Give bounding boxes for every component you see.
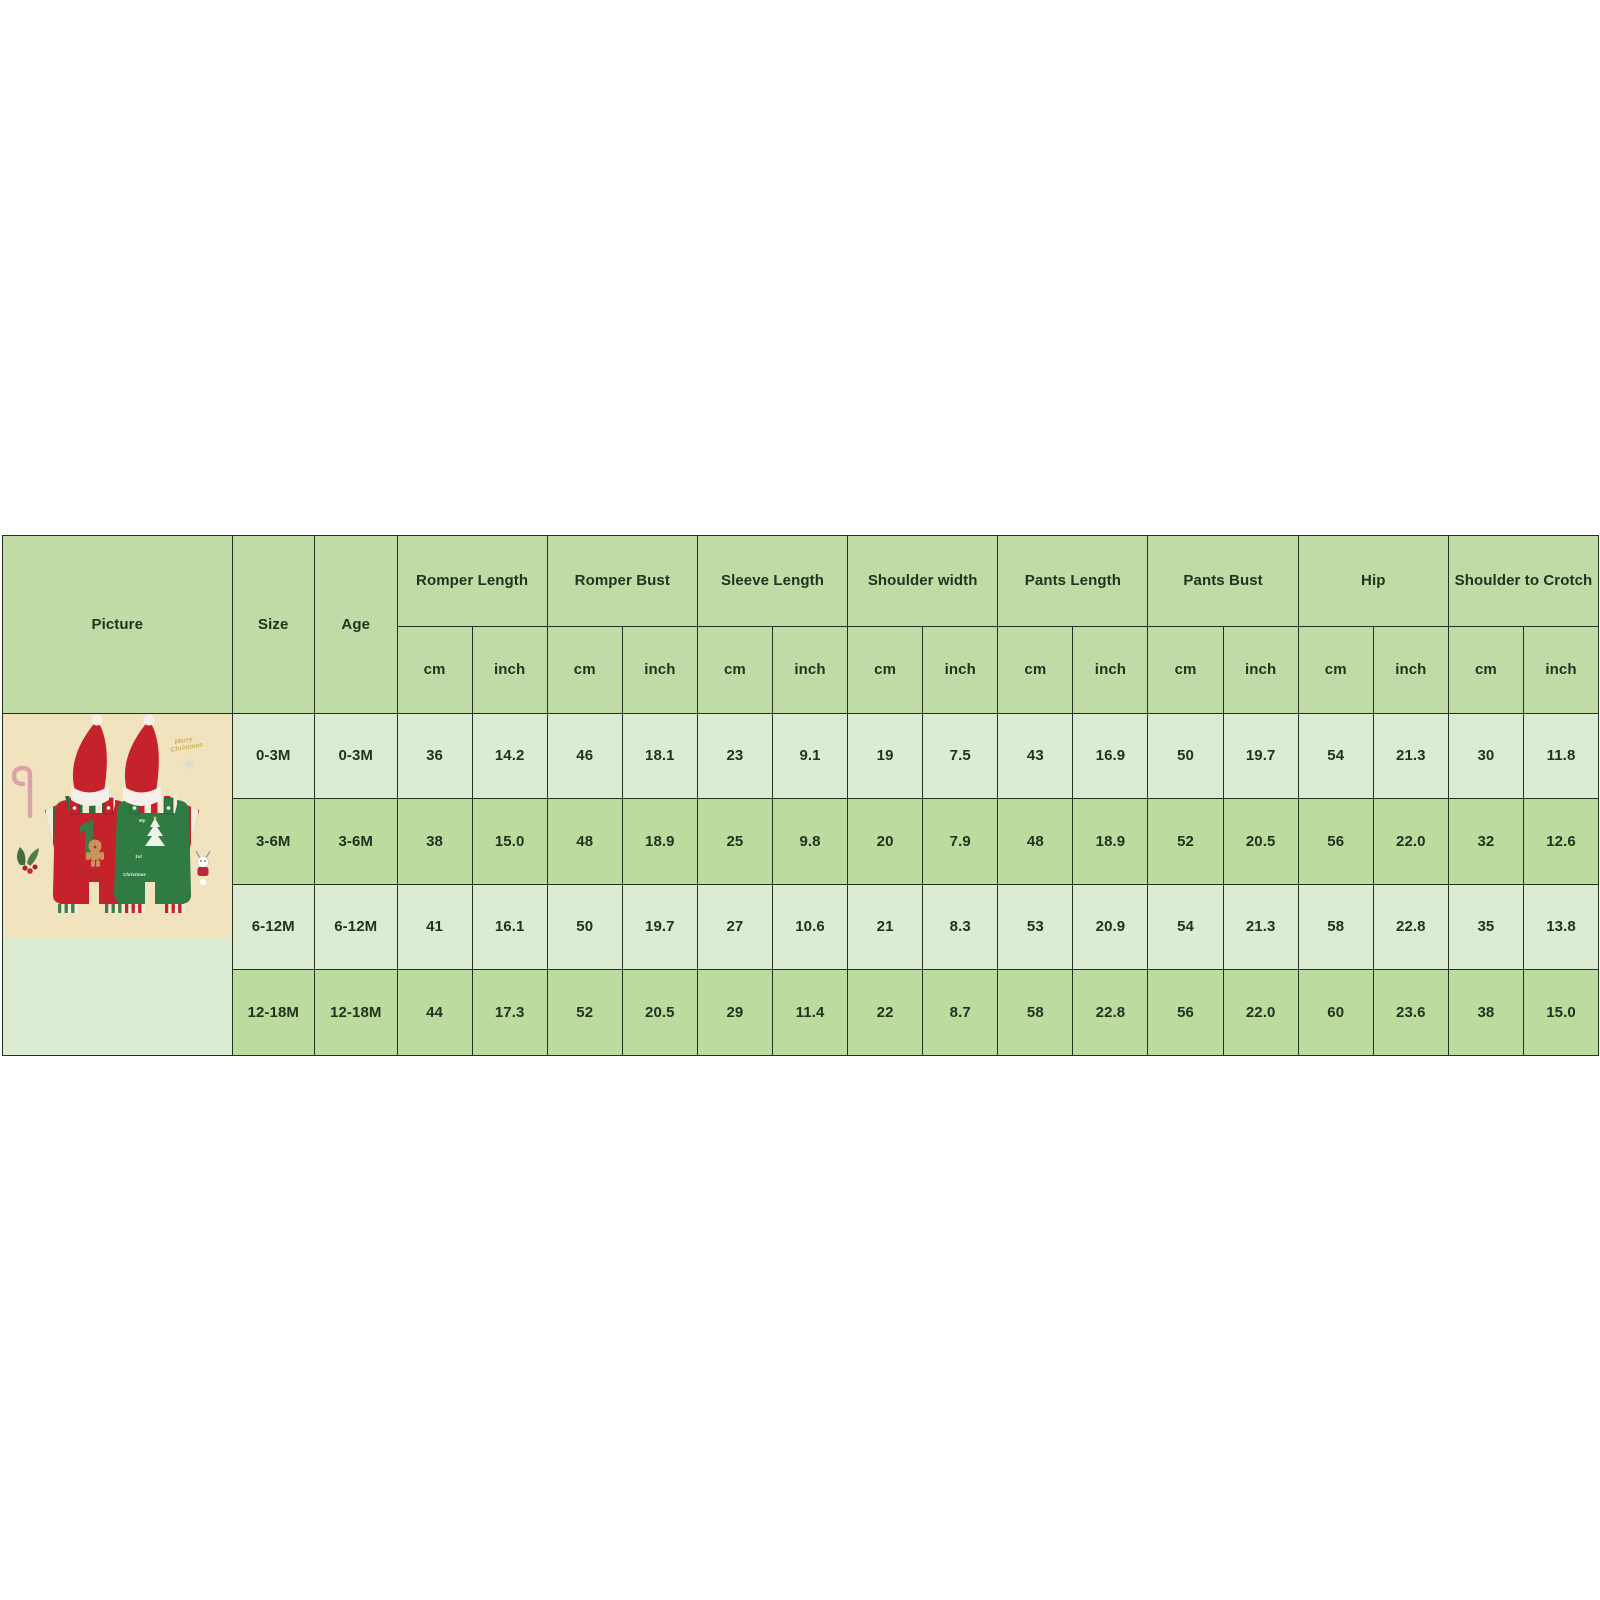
svg-text:Christmas: Christmas bbox=[75, 869, 97, 874]
svg-text:My: My bbox=[139, 818, 146, 823]
svg-text:Christmas: Christmas bbox=[123, 872, 146, 877]
svg-text:1st: 1st bbox=[135, 854, 142, 859]
